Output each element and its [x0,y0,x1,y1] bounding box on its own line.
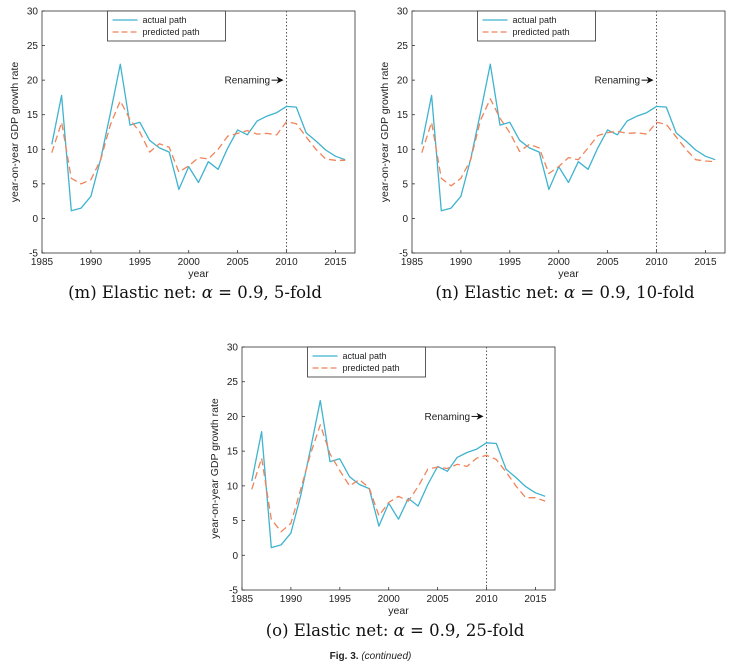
chart-o-plot-frame [241,346,556,591]
chart-o-x-tick-label: 2005 [427,594,450,605]
chart-o-series-predicted-line [251,424,546,533]
chart-n-x-tick-label: 2010 [645,257,668,268]
caption-o-alpha: α [393,621,405,640]
chart-m-renaming-arrow-head [276,76,284,84]
chart-m-x-tick-label: 1995 [129,257,152,268]
chart-o-y-tick-label: 25 [227,377,239,388]
chart-o-series-actual-line [251,399,546,549]
caption-m-rest: = 0.9, 5-fold [212,283,322,302]
chart-n-legend-label-actual: actual path [513,15,557,25]
chart-m-y-tick-label: 20 [27,76,39,87]
figure-caption-continued: (continued) [361,651,412,662]
caption-o-rest: = 0.9, 25-fold [404,621,525,640]
chart-n-x-axis-label: year [558,268,579,280]
figure-caption-label: Fig. 3. [329,651,359,662]
chart-m-x-tick-label: 2010 [275,257,298,268]
chart-n-y-tick-label: 30 [397,7,409,18]
caption-o: (o) Elastic net: α = 0.9, 25-fold [230,621,560,640]
chart-o-y-tick-label: 0 [232,551,238,562]
chart-m: -5 0 5 10 15 20 25 30 1985 1990 1995 2000 2005 2010 20… [9,7,356,280]
chart-m-legend-label-actual: actual path [143,15,187,25]
chart-o-x-axis-label: year [388,605,409,617]
chart-m-y-axis-label: year-on-year GDP growth rate [9,62,21,203]
chart-n-y-tick-label: 15 [397,110,409,121]
chart-o-x-tick-label: 1985 [231,594,254,605]
caption-m: (m) Elastic net: α = 0.9, 5-fold [30,283,360,302]
chart-m-renaming-label: Renaming [225,76,271,87]
chart-n-plot-frame [411,10,726,254]
chart-n-renaming-arrow-head [646,76,654,84]
chart-o-legend-label-actual: actual path [343,351,387,361]
chart-o-x-tick-label: 2015 [524,594,547,605]
chart-m-legend-box [107,10,226,42]
chart-o-y-axis-label: year-on-year GDP growth rate [209,398,221,539]
chart-m-y-tick-label: 5 [32,179,38,190]
caption-n-label: (n) Elastic net: [435,283,564,302]
chart-o-y-tick-label: 15 [227,447,239,458]
caption-n-alpha: α [563,283,576,302]
chart-panel-n: -5 0 5 10 15 20 25 30 1985 1990 1995 2000 2005 2010 20… [370,0,730,310]
caption-o-label: (o) Elastic net: [265,621,394,640]
chart-m-x-tick-label: 1990 [80,257,103,268]
chart-m-y-tick-label: 25 [27,41,39,52]
chart-n-x-tick-label: 2000 [548,257,571,268]
chart-n-x-tick-label: 1985 [401,257,424,268]
chart-m-series-actual-line [51,63,346,212]
chart-n: -5 0 5 10 15 20 25 30 1985 1990 1995 2000 2005 2010 20… [379,7,726,280]
caption-n: (n) Elastic net: α = 0.9, 10-fold [400,283,730,302]
chart-n-x-tick-label: 2015 [694,257,717,268]
chart-o-y-tick-label: 30 [227,343,239,354]
chart-m-x-tick-label: 2005 [227,257,250,268]
chart-m-y-tick-label: 10 [27,145,39,156]
caption-m-label: (m) Elastic net: [68,283,202,302]
chart-n-y-tick-label: 5 [402,179,408,190]
chart-o-legend-label-predicted: predicted path [343,363,400,373]
chart-panel-m: -5 0 5 10 15 20 25 30 1985 1990 1995 2000 2005 2010 20… [0,0,360,310]
chart-m-legend-label-predicted: predicted path [143,27,200,37]
chart-n-legend-label-predicted: predicted path [513,27,570,37]
chart-o: -5 0 5 10 15 20 25 30 1985 1990 1995 2000 2005 2010 20… [209,343,556,617]
chart-m-y-tick-label: -5 [29,249,38,260]
chart-o-x-tick-label: 1995 [329,594,352,605]
chart-panel-o: -5 0 5 10 15 20 25 30 1985 1990 1995 2000 2005 2010 20… [200,340,560,650]
chart-o-legend-box [307,346,426,378]
chart-n-y-tick-label: -5 [399,249,408,260]
figure-caption: Fig. 3. (continued) [0,651,741,662]
chart-o-renaming-arrow-head [476,412,484,420]
chart-n-series-predicted-line [421,98,716,187]
chart-o-y-tick-label: 5 [232,516,238,527]
chart-o-x-tick-label: 2000 [378,594,401,605]
chart-n-x-tick-label: 2005 [597,257,620,268]
caption-m-alpha: α [201,283,213,302]
chart-o-x-tick-label: 1990 [280,594,303,605]
chart-o-y-tick-label: 20 [227,412,239,423]
chart-n-x-tick-label: 1995 [499,257,522,268]
chart-n-renaming-label: Renaming [595,76,641,87]
chart-n-y-tick-label: 25 [397,41,409,52]
chart-m-y-tick-label: 15 [27,110,39,121]
chart-o-renaming-label: Renaming [425,412,471,423]
chart-m-y-tick-label: 0 [32,214,38,225]
chart-m-x-axis-label: year [188,268,209,280]
chart-m-series-predicted-line [51,100,346,185]
caption-n-rest: = 0.9, 10-fold [575,283,695,302]
chart-m-x-tick-label: 1985 [31,257,54,268]
chart-n-series-actual-line [421,63,716,212]
chart-n-x-tick-label: 1990 [450,257,473,268]
chart-m-plot-frame [41,10,356,254]
chart-o-x-tick-label: 2010 [475,594,498,605]
chart-n-y-tick-label: 0 [402,214,408,225]
chart-m-y-tick-label: 30 [27,7,39,18]
chart-n-y-tick-label: 20 [397,76,409,87]
chart-o-y-tick-label: 10 [227,481,239,492]
chart-n-y-tick-label: 10 [397,145,409,156]
chart-m-x-tick-label: 2000 [178,257,201,268]
chart-n-y-axis-label: year-on-year GDP growth rate [379,62,391,203]
chart-n-legend-box [477,10,596,42]
chart-m-x-tick-label: 2015 [324,257,347,268]
chart-o-y-tick-label: -5 [229,586,238,597]
